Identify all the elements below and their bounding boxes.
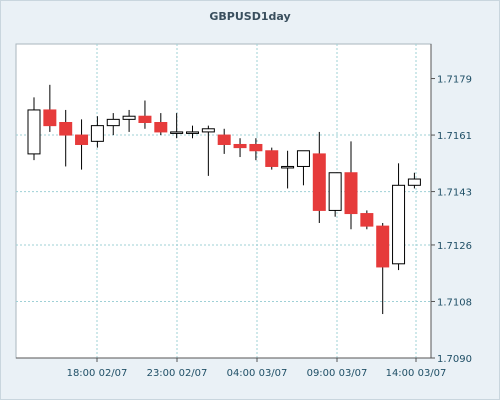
candle-body — [249, 143, 263, 152]
x-tick-label: 04:00 03/07 — [227, 368, 288, 379]
candle-body — [407, 178, 421, 186]
candle-body — [75, 134, 89, 145]
candle — [296, 150, 310, 186]
candle — [138, 100, 152, 129]
candle — [312, 131, 326, 223]
candle-body — [170, 131, 184, 134]
y-tick-label: 1.7090 — [437, 354, 472, 365]
candle — [281, 150, 295, 189]
candle-body — [154, 122, 168, 133]
candle-body — [186, 131, 199, 134]
candle — [407, 172, 421, 189]
candle-body — [217, 134, 231, 145]
candles — [27, 84, 421, 315]
candle-body — [122, 115, 136, 120]
candle — [265, 147, 279, 170]
candle-body — [265, 150, 279, 167]
candle-body — [360, 213, 374, 227]
candle — [186, 125, 199, 139]
candle — [233, 138, 247, 158]
candle — [360, 210, 374, 230]
candle-body — [376, 225, 390, 268]
x-tick-label: 23:00 02/07 — [147, 368, 208, 379]
candle — [328, 172, 342, 217]
candle — [122, 109, 136, 132]
candle-body — [138, 115, 152, 124]
candle — [43, 84, 57, 132]
candle-body — [106, 118, 120, 127]
candle — [376, 222, 390, 315]
candle-body — [392, 184, 406, 265]
candle — [217, 128, 231, 154]
candle — [90, 116, 104, 148]
y-tick-label: 1.7161 — [437, 131, 472, 142]
candle-body — [59, 122, 73, 136]
candle-body — [27, 109, 41, 155]
plot-area — [15, 43, 432, 359]
axes: 1.7179 1.7161 1.7143 1.7126 1.7108 1.7090 18:0… — [16, 44, 472, 379]
candle — [59, 109, 73, 167]
candle-body — [328, 172, 342, 211]
candle — [27, 97, 41, 161]
candle-body — [201, 128, 215, 133]
candle-body — [296, 150, 310, 167]
y-tick-label: 1.7108 — [437, 297, 472, 308]
x-tick-label: 09:00 03/07 — [307, 368, 368, 379]
candle — [106, 113, 120, 136]
x-tick-label: 14:00 03/07 — [386, 368, 447, 379]
y-tick-label: 1.7143 — [437, 188, 472, 199]
candle-body — [43, 109, 57, 127]
candle-body — [344, 172, 358, 215]
candle — [392, 163, 406, 271]
y-tick-label: 1.7179 — [437, 75, 472, 86]
candle-body — [233, 143, 247, 149]
chart-title: GBPUSD1day — [209, 10, 291, 23]
candle — [75, 119, 89, 170]
candle — [344, 141, 358, 230]
candle-body — [90, 125, 104, 142]
candle — [201, 125, 215, 176]
candle — [249, 138, 263, 161]
candle-body — [312, 153, 326, 211]
candle — [154, 113, 168, 136]
y-tick-label: 1.7126 — [437, 241, 472, 252]
x-tick-label: 18:00 02/07 — [67, 368, 128, 379]
candle-body — [281, 165, 295, 169]
candle — [170, 113, 184, 139]
